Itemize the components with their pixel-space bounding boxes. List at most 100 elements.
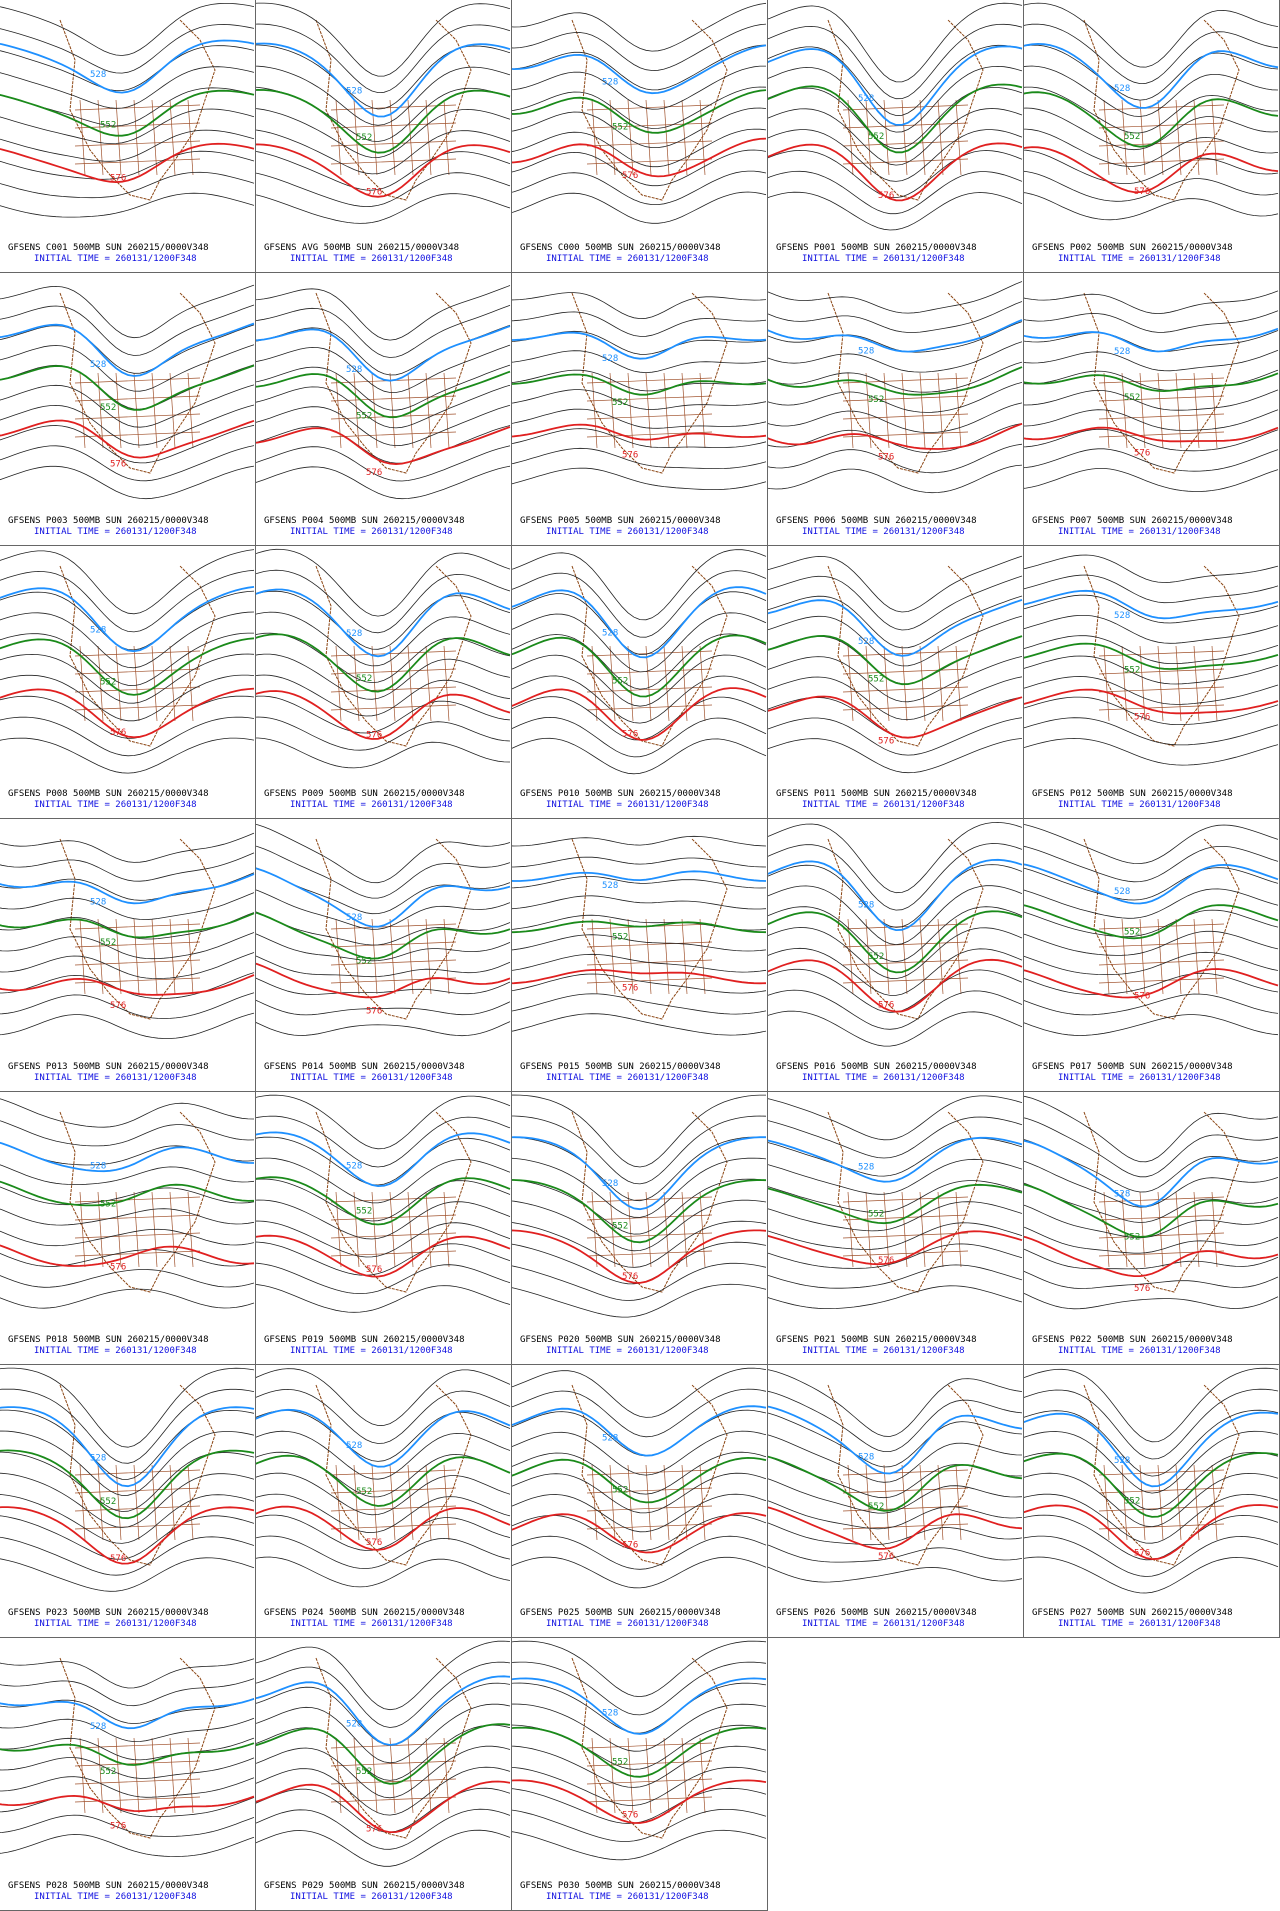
contour bbox=[1024, 1409, 1279, 1477]
caption-bg bbox=[512, 238, 767, 270]
contour bbox=[768, 464, 1023, 494]
contour bbox=[1024, 349, 1279, 372]
coastline bbox=[571, 838, 728, 1020]
contour-label: 576 bbox=[110, 1262, 126, 1272]
contour bbox=[256, 1115, 511, 1168]
state-border bbox=[74, 122, 201, 129]
state-border bbox=[586, 1487, 713, 1494]
contour-552 bbox=[512, 373, 767, 396]
contour-label: 528 bbox=[90, 360, 106, 370]
state-border bbox=[1098, 1523, 1225, 1530]
map-panel: 528 552 576 GFSENS P002 500MB SUN 260215/00… bbox=[1024, 0, 1280, 273]
map: 528 552 576 GFSENS P012 500MB SUN 260215/00… bbox=[1024, 554, 1279, 816]
coastline bbox=[59, 1384, 216, 1566]
state-border bbox=[842, 1196, 969, 1203]
state-border bbox=[443, 372, 450, 449]
contour-label: 576 bbox=[622, 1272, 638, 1282]
state-border bbox=[169, 918, 176, 995]
map: 528 552 576 GFSENS P030 500MB SUN 260215/00… bbox=[512, 1640, 767, 1908]
contour bbox=[0, 1249, 255, 1267]
contour-528 bbox=[256, 588, 511, 658]
contour-576 bbox=[1024, 968, 1279, 999]
contour bbox=[512, 1115, 767, 1185]
contour bbox=[0, 716, 255, 757]
map: 528 552 576 GFSENS P028 500MB SUN 260215/00… bbox=[0, 1657, 255, 1908]
contour-576 bbox=[256, 426, 511, 466]
contour-528 bbox=[768, 45, 1023, 126]
state-border bbox=[79, 372, 86, 449]
state-border bbox=[1103, 645, 1110, 722]
contour-label: 576 bbox=[878, 736, 894, 746]
state-border bbox=[74, 1742, 201, 1749]
state-border bbox=[663, 372, 670, 449]
contour bbox=[256, 1493, 511, 1534]
contour bbox=[768, 1264, 1023, 1289]
contour bbox=[256, 1430, 511, 1480]
contour bbox=[0, 952, 255, 980]
contour-576 bbox=[256, 143, 511, 198]
contour-label: 552 bbox=[1124, 1496, 1140, 1506]
contour bbox=[0, 1776, 255, 1798]
contour-label: 576 bbox=[1134, 187, 1150, 197]
coastline bbox=[315, 1111, 472, 1293]
state-border bbox=[842, 941, 969, 948]
contour bbox=[512, 311, 767, 337]
contour bbox=[1024, 696, 1279, 725]
contour bbox=[0, 569, 255, 633]
panel-title: GFSENS P015 500MB SUN 260215/0000V348 bbox=[520, 1062, 720, 1072]
contour bbox=[0, 1288, 255, 1309]
contour bbox=[512, 737, 767, 775]
contour bbox=[256, 129, 511, 175]
contour bbox=[256, 1220, 511, 1258]
contour bbox=[768, 864, 1023, 928]
contour bbox=[0, 695, 255, 739]
contour-label: 576 bbox=[622, 729, 638, 739]
caption-bg bbox=[256, 1330, 511, 1362]
map-panel: 528 552 576 GFSENS P003 500MB SUN 260215/00… bbox=[0, 273, 256, 546]
contour-label: 576 bbox=[366, 188, 382, 198]
contour bbox=[768, 1285, 1023, 1309]
contour bbox=[0, 284, 255, 339]
contour bbox=[1024, 1430, 1279, 1494]
contour-label: 552 bbox=[356, 133, 372, 143]
map-panel: 528 552 576 GFSENS C001 500MB SUN 260215/00… bbox=[0, 0, 256, 273]
contour bbox=[1024, 737, 1279, 766]
panel-title: GFSENS P004 500MB SUN 260215/0000V348 bbox=[264, 516, 464, 526]
panel-init-time: INITIAL TIME = 260131/1200F348 bbox=[290, 1073, 453, 1083]
state-border bbox=[1098, 1232, 1225, 1239]
state-border bbox=[133, 1191, 140, 1268]
contour bbox=[768, 1369, 1023, 1437]
panel-init-time: INITIAL TIME = 260131/1200F348 bbox=[546, 1346, 709, 1356]
contour bbox=[1024, 1535, 1279, 1577]
state-border bbox=[371, 645, 378, 722]
contour-552 bbox=[0, 1742, 255, 1766]
contour-label: 576 bbox=[366, 468, 382, 478]
panel-title: GFSENS P028 500MB SUN 260215/0000V348 bbox=[8, 1881, 208, 1891]
panel-init-time: INITIAL TIME = 260131/1200F348 bbox=[546, 1892, 709, 1902]
contour bbox=[0, 465, 255, 500]
contour bbox=[256, 1661, 511, 1728]
contour bbox=[256, 695, 511, 734]
coastline bbox=[827, 1111, 984, 1293]
caption-bg bbox=[1024, 511, 1279, 543]
map-panel: 528 552 576 GFSENS P009 500MB SUN 260215/00… bbox=[256, 546, 512, 819]
caption-bg bbox=[0, 511, 255, 543]
map-panel: 528 552 576 GFSENS P029 500MB SUN 260215/00… bbox=[256, 1638, 512, 1911]
panel-init-time: INITIAL TIME = 260131/1200F348 bbox=[802, 254, 965, 264]
contour-label: 576 bbox=[1134, 1284, 1150, 1294]
panel-init-time: INITIAL TIME = 260131/1200F348 bbox=[34, 1346, 197, 1356]
contour bbox=[512, 1241, 767, 1285]
caption-bg bbox=[256, 511, 511, 543]
contour bbox=[512, 1283, 767, 1318]
contour bbox=[768, 1522, 1023, 1546]
contour bbox=[768, 191, 1023, 231]
contour bbox=[0, 66, 255, 109]
contour bbox=[512, 895, 767, 910]
state-border bbox=[1211, 372, 1218, 449]
state-border bbox=[842, 104, 969, 111]
state-border bbox=[681, 918, 688, 995]
contour-label: 528 bbox=[90, 70, 106, 80]
coastline bbox=[571, 1111, 728, 1293]
state-border bbox=[389, 372, 396, 449]
